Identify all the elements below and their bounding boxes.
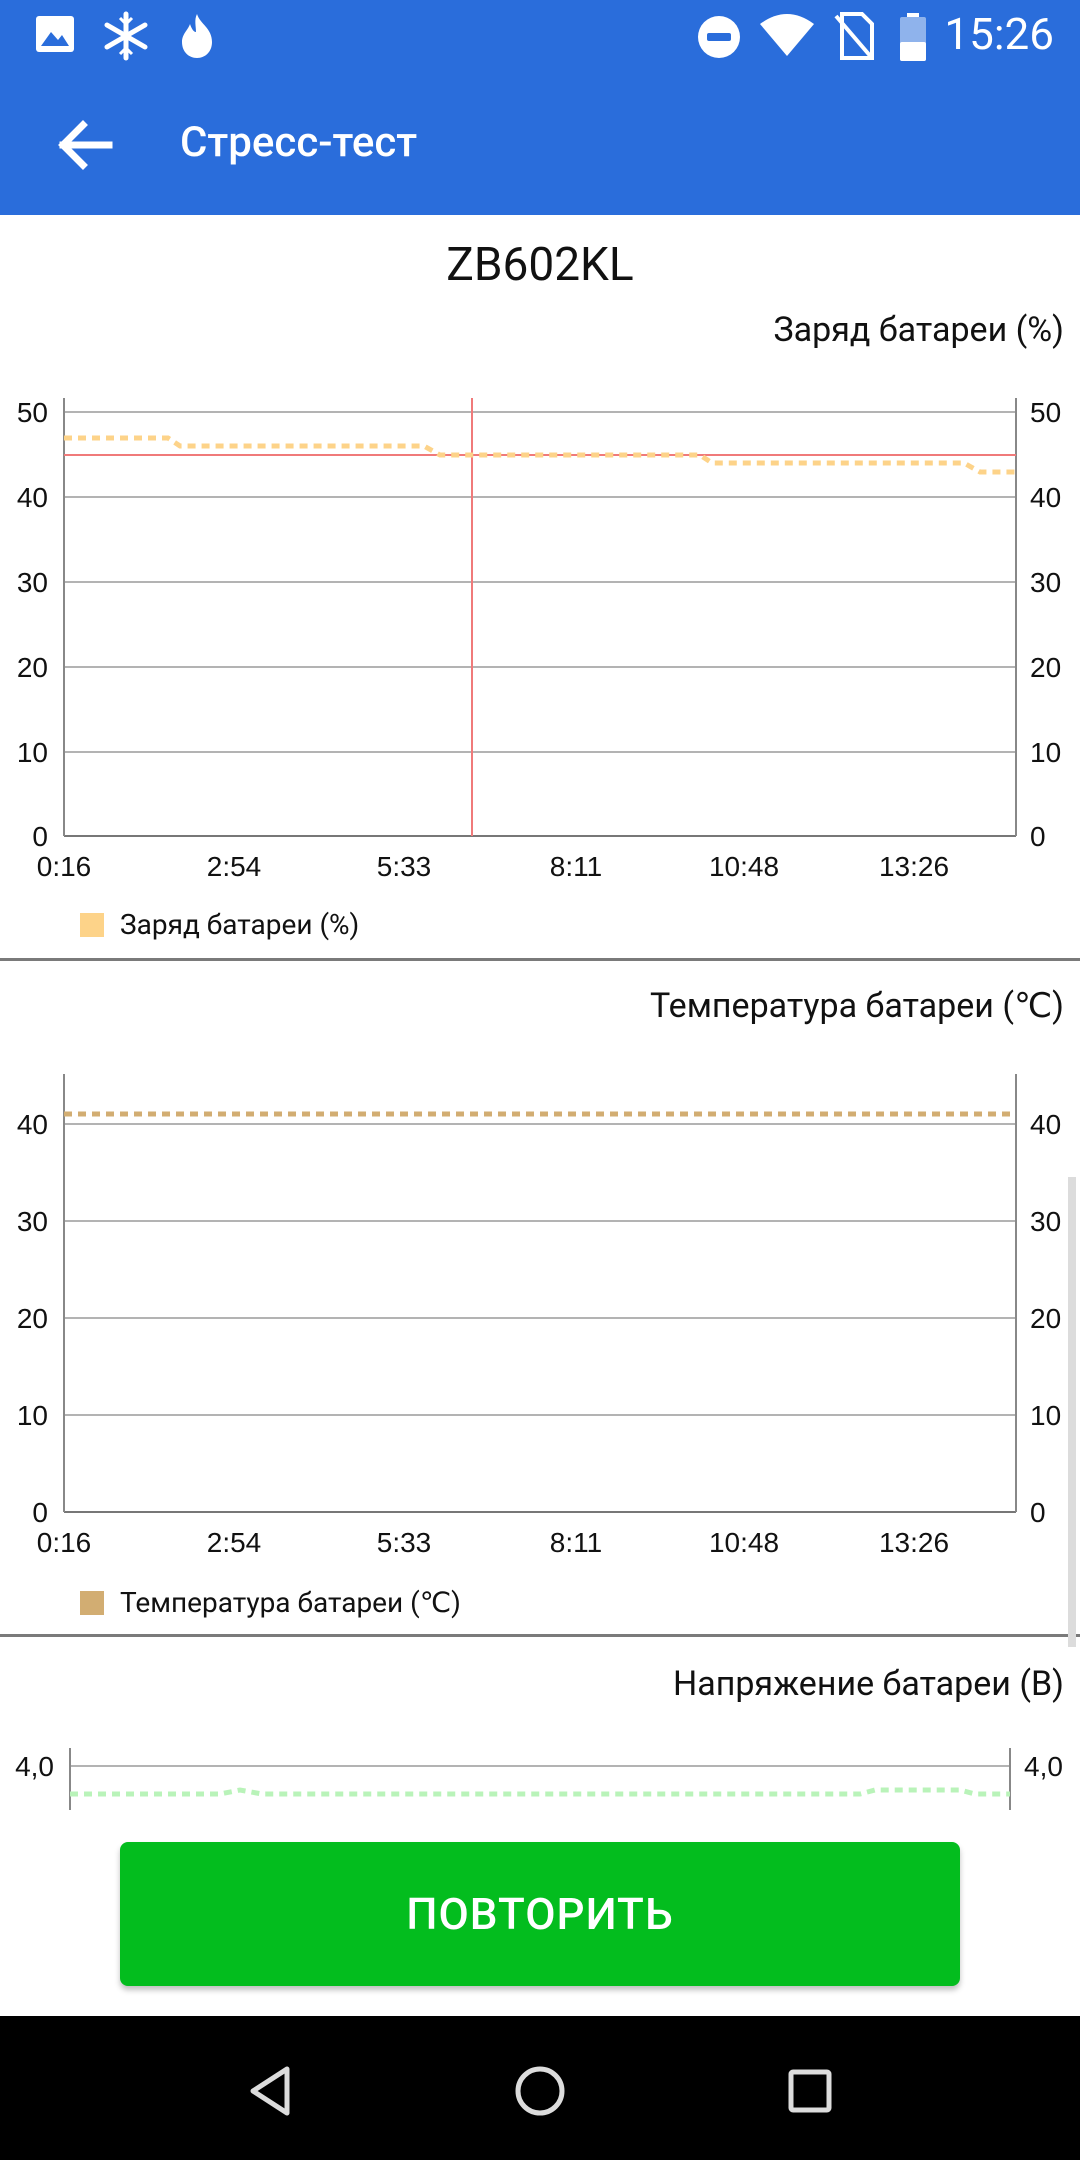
y-tick-left: 30 [17,1206,48,1237]
temperature-chart: 40 30 20 10 0 40 30 20 10 0 0:16 2:54 5:… [17,1074,1061,1558]
x-tick: 2:54 [207,851,262,882]
charge-series-line [64,435,1016,475]
device-name: ZB602KL [446,238,634,292]
x-tick: 8:11 [550,1527,602,1558]
y-tick-left: 30 [17,567,48,598]
y-tick-right: 30 [1030,1206,1061,1237]
y-tick-right: 50 [1030,397,1061,428]
x-tick: 13:26 [879,851,949,882]
nav-recents-icon [788,2069,832,2113]
page-title: Стресс-тест [180,118,418,167]
scrollbar[interactable] [1068,1177,1076,1647]
y-tick-right: 4,0 [1024,1751,1063,1782]
x-tick: 2:54 [207,1527,262,1558]
charge-chart: 50 40 30 20 10 0 50 40 30 20 10 0 0:16 2… [17,397,1061,882]
y-tick-left: 10 [17,1400,48,1431]
arrow-back-icon [58,120,113,170]
temperature-legend: Температура батареи (℃) [80,1586,461,1619]
y-tick-right: 40 [1030,1109,1061,1140]
app-bar: 15:26 Стресс-тест [0,0,1080,215]
nav-home-button[interactable] [500,2051,580,2131]
y-tick-right: 20 [1030,1303,1061,1334]
x-tick: 0:16 [37,1527,92,1558]
legend-swatch [80,1590,104,1615]
voltage-chart: 4,0 4,0 [15,1748,1063,1810]
nav-recents-button[interactable] [770,2051,850,2131]
x-tick: 0:16 [37,851,92,882]
image-icon [34,10,76,64]
do-not-disturb-icon [696,14,742,64]
x-tick: 8:11 [550,851,602,882]
y-tick-right: 30 [1030,567,1061,598]
y-tick-right: 20 [1030,652,1061,683]
voltage-series-line [70,1787,1010,1797]
battery-icon [898,12,928,66]
x-tick: 5:33 [377,1527,432,1558]
nav-back-button[interactable] [230,2051,310,2131]
legend-label: Заряд батареи (%) [120,908,360,941]
y-tick-left: 40 [17,482,48,513]
legend-swatch [80,912,104,937]
y-tick-left: 0 [32,1497,48,1528]
no-sim-icon [834,12,874,64]
y-tick-right: 10 [1030,1400,1061,1431]
y-tick-right: 0 [1030,821,1046,852]
y-tick-left: 0 [32,821,48,852]
charge-grid [63,398,1017,837]
y-tick-right: 0 [1030,1497,1046,1528]
charge-legend: Заряд батареи (%) [80,908,359,941]
status-clock: 15:26 [944,8,1054,60]
status-bar: 15:26 [0,0,1080,72]
back-button[interactable] [30,100,140,190]
chart-title-temperature: Температура батареи (℃) [650,986,1064,1026]
x-tick: 10:48 [709,1527,779,1558]
nav-home-icon [515,2066,565,2116]
legend-label: Температура батареи (℃) [120,1586,461,1619]
navigation-bar [0,2016,1080,2160]
section-divider [0,1634,1080,1637]
section-divider [0,958,1080,961]
fire-icon [174,10,220,66]
y-tick-left: 4,0 [15,1751,54,1782]
y-tick-left: 40 [17,1109,48,1140]
y-tick-left: 50 [17,397,48,428]
y-tick-left: 20 [17,1303,48,1334]
x-tick: 10:48 [709,851,779,882]
chart-title-voltage: Напряжение батареи (В) [672,1664,1064,1704]
snowflake-icon [102,10,150,66]
chart-title-charge: Заряд батареи (%) [773,310,1064,350]
y-tick-right: 10 [1030,737,1061,768]
x-tick: 5:33 [377,851,432,882]
temperature-grid [63,1074,1017,1513]
x-tick: 13:26 [879,1527,949,1558]
repeat-button[interactable]: ПОВТОРИТЬ [120,1842,960,1986]
nav-back-icon [250,2066,290,2116]
y-tick-left: 20 [17,652,48,683]
y-tick-left: 10 [17,737,48,768]
wifi-icon [758,14,816,62]
y-tick-right: 40 [1030,482,1061,513]
